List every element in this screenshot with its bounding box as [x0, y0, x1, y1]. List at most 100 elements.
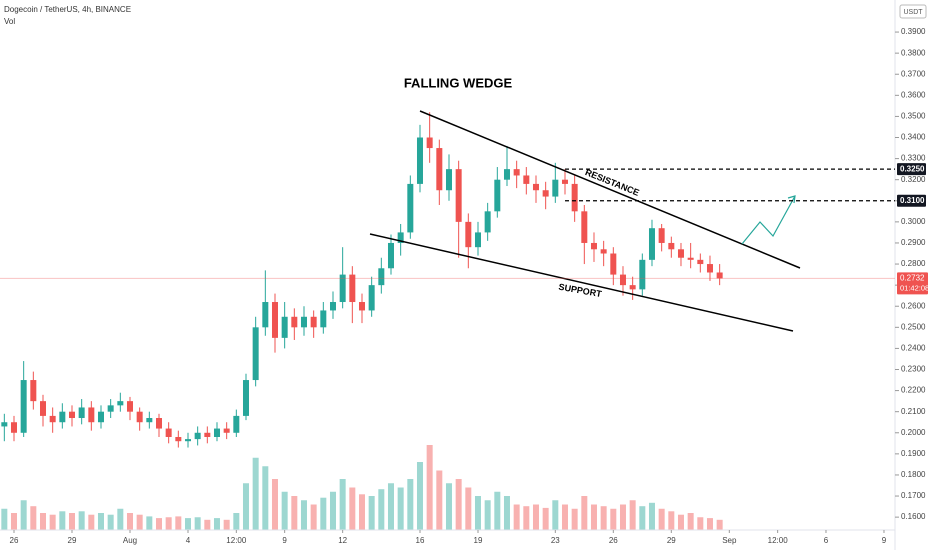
volume-bar: [329, 491, 336, 530]
candle-body: [523, 175, 530, 184]
y-tick-label: 0.3400: [901, 133, 926, 142]
volume-bar: [20, 500, 27, 530]
x-tick-label: Sep: [722, 536, 737, 545]
candle-body: [407, 183, 414, 233]
volume-bar: [407, 479, 414, 530]
volume-bar: [39, 513, 46, 530]
candle-body: [561, 179, 568, 184]
candle-body: [88, 407, 95, 423]
level-box: [897, 163, 926, 176]
volume-bar: [339, 479, 346, 530]
candle-body: [213, 428, 220, 437]
volume-bar: [571, 508, 578, 530]
x-tick-label: 12:00: [768, 536, 789, 545]
x-tick-label: 12:00: [226, 536, 247, 545]
candle-body: [320, 310, 327, 328]
pattern-label: FALLING WEDGE: [404, 75, 513, 90]
candle-body: [146, 418, 153, 423]
candle-body: [68, 411, 75, 419]
candle-body: [610, 253, 617, 275]
x-tick-label: 9: [282, 536, 287, 545]
candle-body: [1, 422, 8, 427]
candle-body: [223, 428, 230, 433]
currency-label[interactable]: USDT: [903, 9, 923, 16]
y-tick-label: 0.2800: [901, 259, 926, 268]
candle-body: [126, 401, 133, 412]
volume-bar: [126, 513, 133, 530]
volume-bar: [378, 489, 385, 530]
y-tick-label: 0.1900: [901, 449, 926, 458]
volume-bar: [629, 500, 636, 530]
resistance-line: [419, 110, 801, 269]
candle-body: [242, 380, 249, 416]
volume-bar: [30, 506, 37, 530]
candle-body: [78, 407, 85, 419]
candle-body: [513, 169, 520, 176]
support-label: SUPPORT: [558, 282, 603, 299]
candle-body: [107, 405, 114, 412]
candles: [1, 112, 723, 448]
candle-body: [175, 436, 182, 442]
candle-body: [30, 380, 37, 402]
volume-bar: [88, 514, 95, 530]
volume-bar: [532, 504, 539, 530]
currency-box[interactable]: [899, 4, 927, 19]
candle-body: [590, 242, 597, 250]
candle-body: [571, 183, 578, 212]
volume-bar: [474, 496, 481, 530]
volume-bar: [465, 487, 472, 530]
x-tick-label: 4: [186, 536, 191, 545]
y-tick-label: 0.2100: [901, 407, 926, 416]
volume-bar: [590, 504, 597, 530]
volume-bar: [619, 504, 626, 530]
x-tick-label: Aug: [123, 536, 137, 545]
volume-bar: [271, 479, 278, 530]
x-tick-label: 9: [882, 536, 887, 545]
symbol-title: Dogecoin / TetherUS, 4h, BINANCE: [4, 5, 131, 14]
candle-body: [465, 221, 472, 248]
candle-body: [648, 228, 655, 260]
y-tick-label: 0.2500: [901, 322, 926, 331]
volume-bar: [223, 519, 230, 530]
candle-body: [639, 259, 646, 290]
candle-body: [204, 432, 211, 437]
countdown-label: 01:42:08: [900, 283, 929, 292]
candle-body: [117, 401, 124, 406]
volume-bar: [1, 508, 8, 530]
volume-bar: [677, 514, 684, 530]
volume-bar: [78, 511, 85, 530]
candle-body: [339, 274, 346, 303]
candle-body: [581, 211, 588, 243]
volume-bar: [155, 518, 162, 530]
volume-bar: [426, 445, 433, 530]
volume-bar: [358, 494, 365, 530]
candle-body: [136, 411, 143, 423]
candle-body: [455, 169, 462, 222]
candle-body: [629, 285, 636, 290]
x-tick-label: 26: [609, 536, 618, 545]
candle-body: [368, 285, 375, 311]
candle-body: [49, 415, 56, 423]
x-tick-label: 26: [10, 536, 19, 545]
x-tick-label: 16: [416, 536, 425, 545]
candle-body: [291, 316, 298, 328]
candle-body: [532, 183, 539, 191]
volume-bar: [10, 513, 17, 530]
volume-bar: [494, 491, 501, 530]
volume-bar: [349, 487, 356, 530]
volume-bar: [436, 470, 443, 530]
level-box: [897, 194, 926, 207]
volume-bar: [416, 462, 423, 530]
level-label: 0.3250: [900, 164, 925, 173]
volume-bar: [600, 506, 607, 530]
candle-body: [97, 411, 104, 423]
candle-body: [271, 302, 278, 338]
candle-body: [329, 302, 336, 311]
volume-bar: [59, 511, 66, 530]
volume-bar: [581, 496, 588, 530]
candle-body: [416, 137, 423, 184]
y-tick-label: 0.2000: [901, 428, 926, 437]
y-tick-label: 0.1600: [901, 512, 926, 521]
